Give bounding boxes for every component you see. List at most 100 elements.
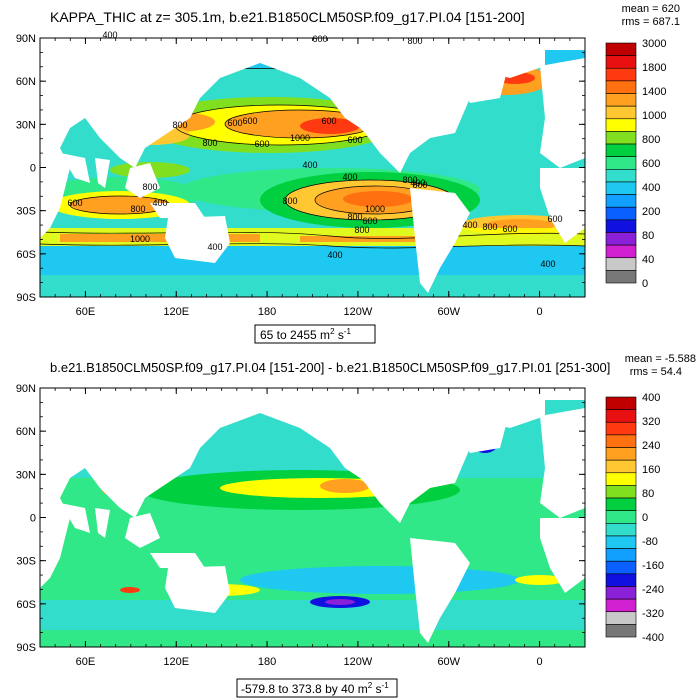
- contour-label: 800: [202, 138, 217, 148]
- colorbar-swatch: [605, 194, 637, 208]
- colorbar-label: -240: [642, 584, 664, 596]
- colorbar-swatch: [605, 55, 637, 69]
- colorbar-swatch: [605, 42, 637, 56]
- colorbar-swatch: [605, 270, 637, 284]
- x-tick-label: 120W: [344, 656, 373, 668]
- colorbar-swatch: [605, 472, 637, 486]
- colorbar-swatch: [605, 396, 637, 410]
- contour-label: 600: [321, 116, 336, 126]
- contour-label: 600: [227, 118, 242, 128]
- y-tick-label: 60N: [16, 426, 36, 438]
- colorbar-label: 40: [642, 254, 654, 266]
- top-stat-rms: rms = 687.1: [622, 16, 680, 28]
- bottom-stat-mean: mean = -5.588: [625, 353, 696, 365]
- colorbar-label: 0: [642, 512, 648, 524]
- bottom-x-labels: 60E 120E 180 120W 60W 0: [76, 656, 543, 668]
- colorbar-swatch: [605, 181, 637, 195]
- contour-label: 800: [412, 180, 427, 190]
- x-tick-label: 180: [258, 306, 276, 318]
- colorbar-swatch: [605, 67, 637, 82]
- y-tick-label: 60S: [16, 249, 36, 261]
- contour-label: 400: [327, 250, 342, 260]
- colorbar-swatch: [605, 206, 637, 221]
- contour-label: 400: [207, 242, 222, 252]
- contour-label: 800: [407, 36, 422, 46]
- colorbar-swatch: [605, 459, 637, 474]
- colorbar-swatch: [605, 244, 637, 259]
- bottom-y-labels: 90N 60N 30N 0 30S 60S 90S: [16, 383, 36, 654]
- colorbar-label: 80: [642, 230, 654, 242]
- x-tick-label: 60E: [76, 306, 96, 318]
- y-tick-label: 60S: [16, 599, 36, 611]
- contour-label: 400: [462, 220, 477, 230]
- contour-label: 1000: [130, 234, 150, 244]
- colorbar-swatch: [605, 447, 637, 461]
- x-tick-label: 60W: [437, 306, 460, 318]
- colorbar-swatch: [605, 573, 637, 587]
- y-tick-label: 0: [30, 163, 36, 175]
- top-panel: KAPPA_THIC at z= 305.1m, b.e21.B1850CLM5…: [16, 3, 680, 344]
- contour-label: 1000: [290, 133, 310, 143]
- colorbar-label: 0: [642, 278, 648, 290]
- bottom-axis-ticks: [40, 387, 586, 648]
- contour-label: 800: [172, 120, 187, 130]
- contour-label: 1000: [365, 204, 385, 214]
- colorbar-swatch: [605, 409, 637, 423]
- colorbar-label: 160: [642, 464, 660, 476]
- colorbar-swatch: [605, 523, 637, 537]
- contour-label: 800: [347, 212, 362, 222]
- y-tick-label: 60N: [16, 76, 36, 88]
- colorbar-swatch: [605, 143, 637, 157]
- contour-label: 600: [312, 34, 327, 44]
- svg-text:65 to 2455 m2 s-1: 65 to 2455 m2 s-1: [260, 327, 352, 342]
- colorbar-label: 800: [642, 134, 660, 146]
- contour-label: 400: [152, 198, 167, 208]
- contour-label: 800: [402, 175, 417, 185]
- colorbar-swatch: [605, 257, 637, 271]
- top-y-labels: 90N 60N 30N 0 30S 60S 90S: [16, 33, 36, 304]
- x-tick-label: 120W: [344, 306, 373, 318]
- colorbar-swatch: [605, 548, 637, 562]
- colorbar-swatch: [605, 131, 637, 145]
- svg-text:-579.8 to 373.8 by 40 m2 s-1: -579.8 to 373.8 by 40 m2 s-1: [241, 681, 389, 696]
- colorbar-label: 80: [642, 488, 654, 500]
- colorbar-label: 600: [642, 158, 660, 170]
- colorbar-swatch: [605, 510, 637, 524]
- bottom-range-box: -579.8 to 373.8 by 40 m2 s-1: [236, 678, 398, 698]
- colorbar-label: 400: [642, 392, 660, 404]
- colorbar-swatch: [605, 421, 637, 436]
- colorbar-swatch: [605, 156, 637, 170]
- y-tick-label: 90S: [16, 642, 36, 654]
- y-tick-label: 30S: [16, 556, 36, 568]
- x-tick-label: 60W: [437, 656, 460, 668]
- top-title: KAPPA_THIC at z= 305.1m, b.e21.B1850CLM5…: [50, 9, 525, 25]
- contour-label: 400: [102, 30, 117, 40]
- contour-label: 400: [342, 172, 357, 182]
- x-tick-label: 0: [537, 656, 543, 668]
- contour-label: 600: [254, 139, 269, 149]
- top-x-labels: 60E 120E 180 120W 60W 0: [76, 306, 543, 318]
- x-tick-label: 0: [537, 306, 543, 318]
- x-tick-label: 180: [258, 656, 276, 668]
- colorbar-label: 320: [642, 416, 660, 428]
- colorbar-label: 1000: [642, 110, 666, 122]
- colorbar-swatch: [605, 232, 637, 246]
- top-map-field: [40, 38, 585, 297]
- bottom-title: b.e21.B1850CLM50SP.f09_g17.PI.04 [151-20…: [50, 360, 610, 375]
- y-tick-label: 30N: [16, 469, 36, 481]
- contour-label: 800: [130, 204, 145, 214]
- colorbar-label: 1400: [642, 86, 666, 98]
- colorbar-swatch: [605, 598, 637, 613]
- colorbar-swatch: [605, 219, 637, 233]
- colorbar-label: -160: [642, 560, 664, 572]
- colorbar-label: 400: [642, 182, 660, 194]
- y-tick-label: 90S: [16, 292, 36, 304]
- colorbar-swatch: [605, 118, 637, 132]
- colorbar-swatch: [605, 586, 637, 600]
- top-range-box: 65 to 2455 m2 s-1: [254, 324, 376, 344]
- colorbar-swatch: [605, 535, 637, 549]
- bottom-colorbar: 400 320 240 160 80 0 -80 -160 -240 -320 -400: [605, 392, 664, 644]
- colorbar-swatch: [605, 560, 637, 575]
- contour-label: 800: [142, 182, 157, 192]
